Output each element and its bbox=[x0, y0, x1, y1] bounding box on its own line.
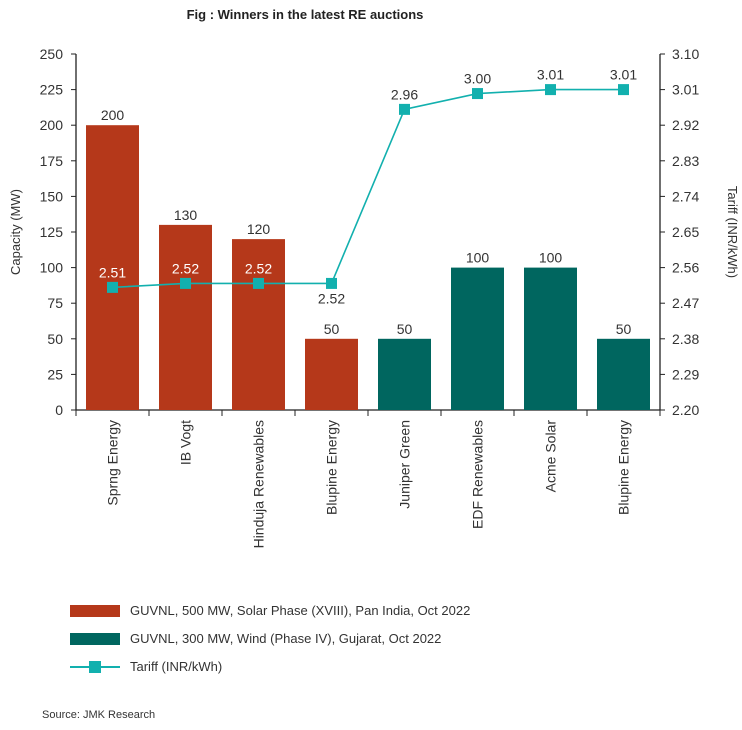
bar-value-label: 50 bbox=[397, 321, 413, 337]
right-tick-label: 2.20 bbox=[672, 402, 699, 418]
left-tick-label: 200 bbox=[40, 117, 64, 133]
right-tick-label: 2.38 bbox=[672, 331, 699, 347]
bar-value-label: 50 bbox=[616, 321, 632, 337]
bar-value-label: 50 bbox=[324, 321, 340, 337]
left-tick-label: 0 bbox=[55, 402, 63, 418]
right-tick-label: 3.01 bbox=[672, 82, 699, 98]
right-tick-label: 2.74 bbox=[672, 188, 699, 204]
x-category-label: IB Vogt bbox=[178, 420, 194, 465]
tariff-value-label: 2.52 bbox=[172, 260, 199, 276]
chart-plot: 0 25 50 75 100 125 150 175 200 225 250 2.20 2.29 2.38… bbox=[8, 46, 740, 548]
chart-title: Fig : Winners in the latest RE auctions bbox=[186, 7, 424, 22]
legend-label-solar: GUVNL, 500 MW, Solar Phase (XVIII), Pan … bbox=[130, 603, 471, 618]
x-category-label: Sprng Energy bbox=[105, 420, 121, 506]
bar-value-label: 130 bbox=[174, 207, 198, 223]
tariff-value-label: 2.52 bbox=[318, 290, 345, 306]
tariff-marker bbox=[472, 88, 483, 100]
left-tick-label: 50 bbox=[47, 331, 63, 347]
tariff-marker bbox=[545, 84, 556, 96]
right-tick-label: 2.92 bbox=[672, 117, 699, 133]
right-tick-label: 2.65 bbox=[672, 224, 699, 240]
tariff-value-label: 2.52 bbox=[245, 260, 272, 276]
left-tick-label: 150 bbox=[40, 188, 64, 204]
x-category-label: Blupine Energy bbox=[616, 420, 632, 515]
bar bbox=[305, 338, 358, 410]
x-category-label: Hinduja Renewables bbox=[251, 420, 267, 548]
x-category-label: Juniper Green bbox=[397, 420, 413, 509]
x-category-label: Blupine Energy bbox=[324, 420, 340, 515]
bar bbox=[524, 267, 577, 410]
tariff-marker bbox=[107, 281, 118, 293]
x-category-label: EDF Renewables bbox=[470, 420, 486, 529]
bar bbox=[451, 267, 504, 410]
bar-value-label: 120 bbox=[247, 221, 271, 237]
legend-swatch-wind bbox=[70, 633, 120, 645]
bar-value-label: 100 bbox=[466, 250, 490, 266]
tariff-value-label: 3.01 bbox=[610, 67, 637, 83]
right-tick-label: 2.83 bbox=[672, 153, 699, 169]
right-tick-label: 2.47 bbox=[672, 295, 699, 311]
tariff-value-label: 2.96 bbox=[391, 86, 418, 102]
source-note: Source: JMK Research bbox=[42, 709, 156, 721]
bar-value-label: 100 bbox=[539, 250, 563, 266]
y-axis-title: Capacity (MW) bbox=[8, 189, 23, 275]
right-tick-label: 3.10 bbox=[672, 46, 699, 62]
left-tick-label: 175 bbox=[40, 153, 64, 169]
y2-axis-title: Tariff (INR/kWh) bbox=[725, 186, 740, 278]
left-tick-label: 225 bbox=[40, 82, 64, 98]
bar-value-label: 200 bbox=[101, 107, 125, 123]
tariff-value-label: 3.00 bbox=[464, 71, 491, 87]
bar bbox=[86, 125, 139, 410]
left-tick-label: 125 bbox=[40, 224, 64, 240]
right-tick-label: 2.29 bbox=[672, 366, 699, 382]
tariff-marker bbox=[399, 103, 410, 115]
legend-label-tariff: Tariff (INR/kWh) bbox=[130, 659, 223, 674]
bar bbox=[159, 224, 212, 410]
legend-marker-tariff bbox=[89, 661, 101, 673]
tariff-line bbox=[112, 88, 624, 289]
bar bbox=[378, 338, 431, 410]
tariff-marker bbox=[180, 277, 191, 289]
right-tick-label: 2.56 bbox=[672, 260, 699, 276]
bar bbox=[232, 239, 285, 410]
tariff-marker bbox=[618, 84, 629, 96]
tariff-value-label: 2.51 bbox=[99, 264, 126, 280]
tariff-value-label: 3.01 bbox=[537, 67, 564, 83]
bar bbox=[597, 338, 650, 410]
x-category-label: Acme Solar bbox=[543, 420, 559, 493]
left-tick-label: 75 bbox=[47, 295, 63, 311]
legend-swatch-solar bbox=[70, 605, 120, 617]
left-tick-label: 25 bbox=[47, 366, 63, 382]
left-tick-label: 250 bbox=[40, 46, 64, 62]
tariff-marker bbox=[253, 277, 264, 289]
legend-label-wind: GUVNL, 300 MW, Wind (Phase IV), Gujarat,… bbox=[130, 631, 442, 646]
left-tick-label: 100 bbox=[40, 260, 64, 276]
tariff-marker bbox=[326, 277, 337, 289]
